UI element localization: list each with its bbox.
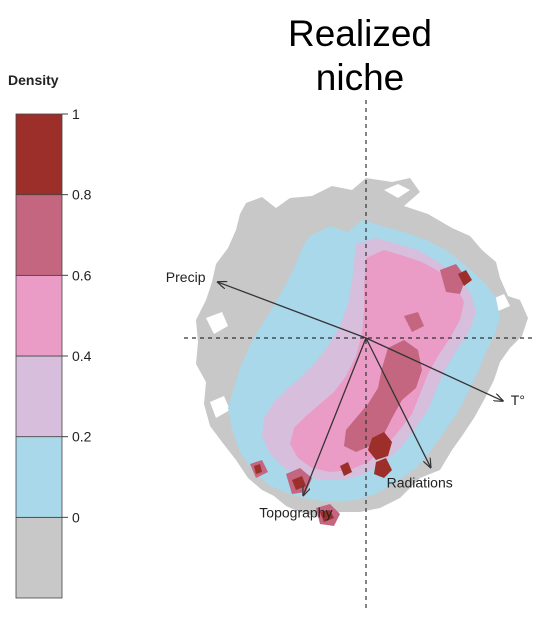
legend-band-6: [15, 113, 63, 196]
legend-tick-label: 0.6: [72, 267, 92, 283]
density-hole-2: [206, 312, 228, 334]
legend-tick-label: 0: [72, 509, 80, 525]
density-region-rose-6: [404, 312, 424, 332]
legend-tick-label: 1: [72, 106, 80, 122]
density-hole-3: [210, 396, 230, 418]
legend-band-2: [15, 436, 63, 518]
title-line-1: Realized: [288, 13, 432, 54]
loading-label-t: T°: [511, 392, 525, 408]
density-peak-3: [458, 270, 472, 286]
loading-arrow-precip: [218, 282, 367, 339]
density-hole-1: [384, 184, 410, 198]
density-peak-2: [374, 458, 392, 478]
legend-title: Density: [8, 72, 59, 88]
loading-arrow-t: [365, 337, 503, 401]
loading-label-topography: Topography: [259, 504, 332, 520]
density-map: [196, 178, 528, 526]
density-peak-5: [320, 510, 334, 522]
density-peak-7: [254, 464, 262, 474]
density-region-rose-2: [440, 264, 466, 294]
loading-label-precip: Precip: [166, 269, 206, 285]
legend-tick-label: 0.2: [72, 429, 92, 445]
loading-arrow-radiations: [365, 337, 431, 467]
loading-label-radiations: Radiations: [387, 474, 453, 490]
title-line-2: niche: [315, 57, 405, 98]
legend-band-1: [15, 516, 63, 599]
density-peak-1: [368, 432, 392, 460]
legend-tick-label: 0.8: [72, 187, 92, 203]
loading-arrows: Precip T° Radiations Topography: [166, 269, 525, 520]
density-peak-6: [340, 462, 352, 476]
chart-title: Realized niche: [240, 12, 480, 100]
legend-tick-label: 0.4: [72, 348, 92, 364]
loading-arrow-topography: [303, 337, 367, 495]
density-region-rose: [344, 340, 422, 452]
